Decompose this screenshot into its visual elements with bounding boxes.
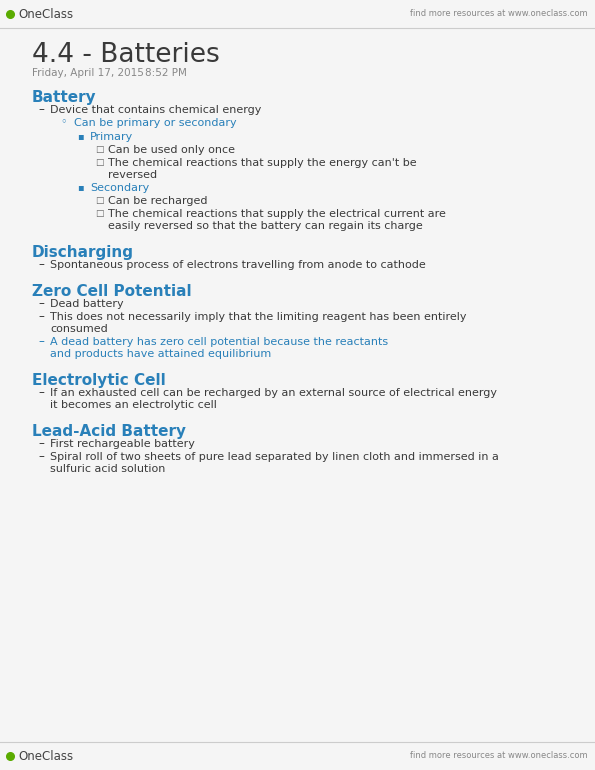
Text: A dead battery has zero cell potential because the reactants: A dead battery has zero cell potential b…	[50, 337, 388, 347]
Bar	[0, 742, 595, 770]
Text: □: □	[95, 158, 104, 166]
Text: –: –	[38, 310, 44, 323]
Text: Can be primary or secondary: Can be primary or secondary	[74, 118, 237, 128]
Text: Device that contains chemical energy: Device that contains chemical energy	[50, 105, 261, 115]
Text: Dead battery: Dead battery	[50, 299, 124, 309]
Text: This does not necessarily imply that the limiting reagent has been entirely: This does not necessarily imply that the…	[50, 312, 466, 322]
Text: ◦: ◦	[60, 118, 67, 128]
Text: –: –	[38, 296, 44, 310]
Text: Lead-Acid Battery: Lead-Acid Battery	[32, 424, 186, 439]
Text: Can be used only once: Can be used only once	[108, 145, 235, 155]
Text: □: □	[95, 196, 104, 205]
Text: OneClass: OneClass	[18, 749, 73, 762]
Text: –: –	[38, 386, 44, 399]
Text: find more resources at www.oneclass.com: find more resources at www.oneclass.com	[411, 752, 588, 761]
Text: consumed: consumed	[50, 324, 108, 334]
Text: ▪: ▪	[77, 131, 84, 141]
Text: Can be recharged: Can be recharged	[108, 196, 208, 206]
Text: 4.4 - Batteries: 4.4 - Batteries	[32, 42, 220, 68]
Text: ▪: ▪	[77, 182, 84, 192]
Text: OneClass: OneClass	[18, 8, 73, 21]
Text: it becomes an electrolytic cell: it becomes an electrolytic cell	[50, 400, 217, 410]
Text: sulfuric acid solution: sulfuric acid solution	[50, 464, 165, 474]
Text: Battery: Battery	[32, 90, 96, 105]
Text: find more resources at www.oneclass.com: find more resources at www.oneclass.com	[411, 9, 588, 18]
Text: Zero Cell Potential: Zero Cell Potential	[32, 284, 192, 299]
Text: The chemical reactions that supply the energy can't be: The chemical reactions that supply the e…	[108, 158, 416, 168]
Text: reversed: reversed	[108, 170, 157, 180]
Text: Friday, April 17, 2015: Friday, April 17, 2015	[32, 68, 144, 78]
Text: Secondary: Secondary	[90, 183, 149, 193]
Text: –: –	[38, 258, 44, 271]
Text: and products have attained equilibrium: and products have attained equilibrium	[50, 349, 271, 359]
Text: –: –	[38, 450, 44, 463]
Text: Discharging: Discharging	[32, 245, 134, 260]
Text: easily reversed so that the battery can regain its charge: easily reversed so that the battery can …	[108, 221, 423, 231]
Text: 8:52 PM: 8:52 PM	[145, 68, 187, 78]
Text: –: –	[38, 437, 44, 450]
Text: Spontaneous process of electrons travelling from anode to cathode: Spontaneous process of electrons travell…	[50, 260, 426, 270]
Text: –: –	[38, 335, 44, 348]
Text: Primary: Primary	[90, 132, 133, 142]
Text: The chemical reactions that supply the electrical current are: The chemical reactions that supply the e…	[108, 209, 446, 219]
Text: Electrolytic Cell: Electrolytic Cell	[32, 373, 166, 388]
Bar	[0, 0, 595, 28]
Text: –: –	[38, 102, 44, 116]
Text: □: □	[95, 145, 104, 154]
Text: First rechargeable battery: First rechargeable battery	[50, 439, 195, 449]
Text: Spiral roll of two sheets of pure lead separated by linen cloth and immersed in : Spiral roll of two sheets of pure lead s…	[50, 452, 499, 462]
Text: If an exhausted cell can be recharged by an external source of electrical energy: If an exhausted cell can be recharged by…	[50, 388, 497, 398]
Text: □: □	[95, 209, 104, 218]
